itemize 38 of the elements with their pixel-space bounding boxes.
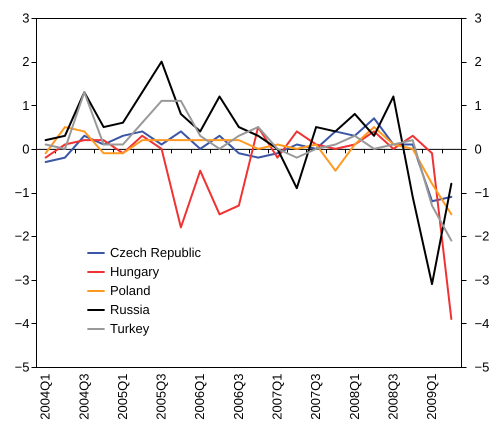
x-tick-label: 2005Q3 <box>154 374 169 420</box>
y-tick-label: 1 <box>22 98 30 113</box>
y2-tick-label: −1 <box>474 185 490 200</box>
legend-label: Hungary <box>110 264 160 279</box>
y-tick-label: −2 <box>14 228 30 244</box>
legend-label: Poland <box>110 283 150 298</box>
x-tick-label: 2008Q3 <box>385 374 400 420</box>
y-tick-label: 3 <box>22 10 30 26</box>
line-series <box>44 91 452 242</box>
y-tick-label: 2 <box>22 54 30 70</box>
y2-tick-label: 0 <box>474 141 482 156</box>
x-tick-label: 2009Q1 <box>424 374 440 420</box>
y2-tick-label: −3 <box>474 272 490 288</box>
y2-tick-label: −4 <box>474 316 490 331</box>
y-tick-label: −5 <box>14 360 30 374</box>
y2-tick-label: 1 <box>474 98 482 113</box>
legend-label: Turkey <box>110 321 150 336</box>
x-tick-label: 2006Q1 <box>192 374 208 420</box>
y2-tick-label: 3 <box>474 10 482 26</box>
x-tick-label: 2007Q3 <box>308 374 324 420</box>
x-tick-label: 2004Q1 <box>38 374 53 420</box>
y-tick-label: −1 <box>14 185 30 200</box>
legend-label: Russia <box>110 302 151 317</box>
line-series <box>44 117 452 202</box>
line-series <box>44 126 452 216</box>
line-series <box>44 126 452 320</box>
y2-tick-label: 2 <box>474 54 482 70</box>
y-tick-label: −4 <box>14 316 30 331</box>
y2-tick-label: −2 <box>474 228 490 244</box>
legend-label: Czech Republic <box>110 245 202 260</box>
x-tick-label: 2005Q1 <box>114 374 130 420</box>
y-tick-label: −3 <box>14 272 30 288</box>
x-tick-label: 2007Q1 <box>269 374 284 420</box>
y-tick-label: 0 <box>22 141 30 156</box>
x-tick-label: 2006Q3 <box>230 374 246 420</box>
y2-tick-label: −5 <box>474 360 490 374</box>
x-tick-label: 2004Q3 <box>76 374 92 420</box>
x-tick-label: 2008Q1 <box>346 374 362 420</box>
